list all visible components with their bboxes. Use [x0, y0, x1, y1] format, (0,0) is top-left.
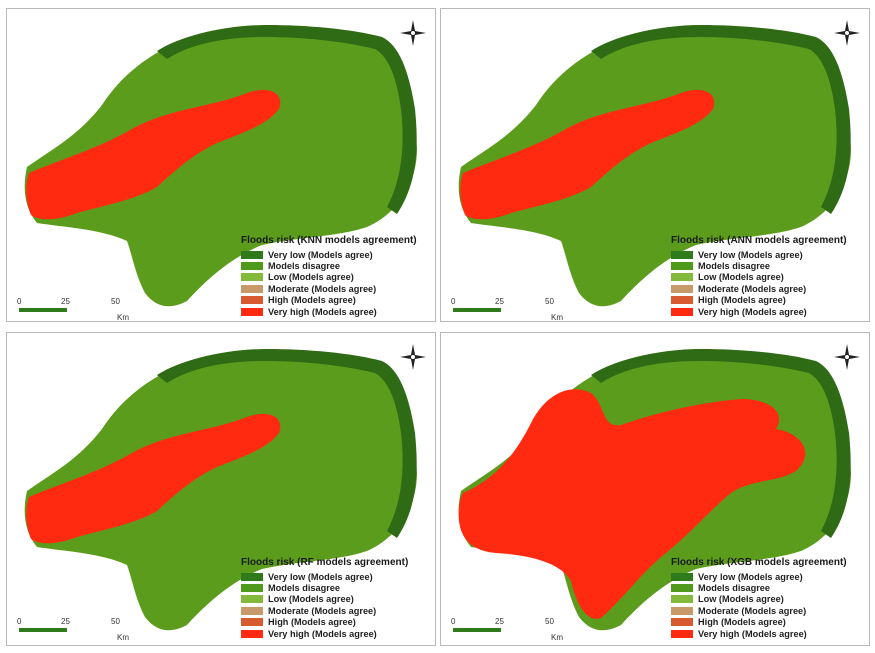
- legend-item: High (Models agree): [671, 617, 869, 628]
- map-panel-knn: Floods risk (KNN models agreement) Very …: [6, 8, 436, 322]
- legend-swatch: [241, 595, 263, 604]
- legend-item: Very high (Models agree): [671, 628, 869, 639]
- legend-title: Floods risk (KNN models agreement): [241, 235, 417, 246]
- legend-item: Models disagree: [241, 260, 435, 271]
- legend-item: Moderate (Models agree): [241, 605, 435, 616]
- map-panel-rf: Floods risk (RF models agreement) Very l…: [6, 332, 436, 646]
- legend-swatch: [241, 296, 263, 305]
- legend-item: Very high (Models agree): [671, 306, 869, 317]
- legend-item: Low (Models agree): [671, 594, 869, 605]
- legend-swatch: [671, 296, 693, 305]
- north-arrow-icon: [833, 343, 861, 371]
- legend-item: Moderate (Models agree): [671, 605, 869, 616]
- map-panel-xgb: Floods risk (XGB models agreement) Very …: [440, 332, 870, 646]
- legend-swatch: [671, 262, 693, 271]
- legend: Floods risk (XGB models agreement) Very …: [671, 557, 869, 639]
- legend-swatch: [241, 618, 263, 627]
- scale-bar: 0 25 50 Km: [17, 297, 129, 322]
- map-panel-ann: Floods risk (ANN models agreement) Very …: [440, 8, 870, 322]
- legend-item: Models disagree: [671, 582, 869, 593]
- legend-swatch: [671, 284, 693, 293]
- legend-swatch: [241, 584, 263, 593]
- legend-swatch: [671, 629, 693, 638]
- north-arrow-icon: [833, 19, 861, 47]
- legend-swatch: [671, 606, 693, 615]
- legend-item: High (Models agree): [241, 295, 435, 306]
- scale-line: [453, 628, 501, 632]
- legend-swatch: [241, 284, 263, 293]
- legend-item: Very low (Models agree): [241, 571, 435, 582]
- legend-item: Moderate (Models agree): [241, 283, 435, 294]
- scale-line: [19, 308, 67, 312]
- legend-swatch: [241, 273, 263, 282]
- legend-swatch: [671, 307, 693, 316]
- legend-swatch: [241, 250, 263, 259]
- legend-swatch: [671, 595, 693, 604]
- legend-item: Very low (Models agree): [241, 249, 435, 260]
- legend-swatch: [671, 273, 693, 282]
- legend-item: Very low (Models agree): [671, 571, 869, 582]
- legend-title: Floods risk (ANN models agreement): [671, 235, 847, 246]
- legend-swatch: [671, 584, 693, 593]
- legend: Floods risk (RF models agreement) Very l…: [241, 557, 435, 639]
- legend-swatch: [671, 250, 693, 259]
- scale-bar: 0 25 50 Km: [451, 617, 563, 642]
- legend-item: Low (Models agree): [241, 594, 435, 605]
- legend-item: Low (Models agree): [671, 272, 869, 283]
- legend-item: High (Models agree): [671, 295, 869, 306]
- legend-swatch: [241, 629, 263, 638]
- legend-item: Low (Models agree): [241, 272, 435, 283]
- legend-item: Very high (Models agree): [241, 628, 435, 639]
- legend-item: Very low (Models agree): [671, 249, 869, 260]
- legend-swatch: [241, 262, 263, 271]
- legend-title: Floods risk (RF models agreement): [241, 557, 409, 568]
- scale-line: [453, 308, 501, 312]
- north-arrow-icon: [399, 19, 427, 47]
- legend: Floods risk (KNN models agreement) Very …: [241, 235, 435, 317]
- legend-swatch: [241, 606, 263, 615]
- legend-item: Models disagree: [241, 582, 435, 593]
- legend: Floods risk (ANN models agreement) Very …: [671, 235, 869, 317]
- legend-item: High (Models agree): [241, 617, 435, 628]
- legend-item: Moderate (Models agree): [671, 283, 869, 294]
- legend-item: Very high (Models agree): [241, 306, 435, 317]
- scale-line: [19, 628, 67, 632]
- legend-swatch: [241, 572, 263, 581]
- north-arrow-icon: [399, 343, 427, 371]
- legend-item: Models disagree: [671, 260, 869, 271]
- legend-title: Floods risk (XGB models agreement): [671, 557, 847, 568]
- legend-swatch: [671, 572, 693, 581]
- legend-swatch: [241, 307, 263, 316]
- scale-bar: 0 25 50 Km: [17, 617, 129, 642]
- scale-bar: 0 25 50 Km: [451, 297, 563, 322]
- legend-swatch: [671, 618, 693, 627]
